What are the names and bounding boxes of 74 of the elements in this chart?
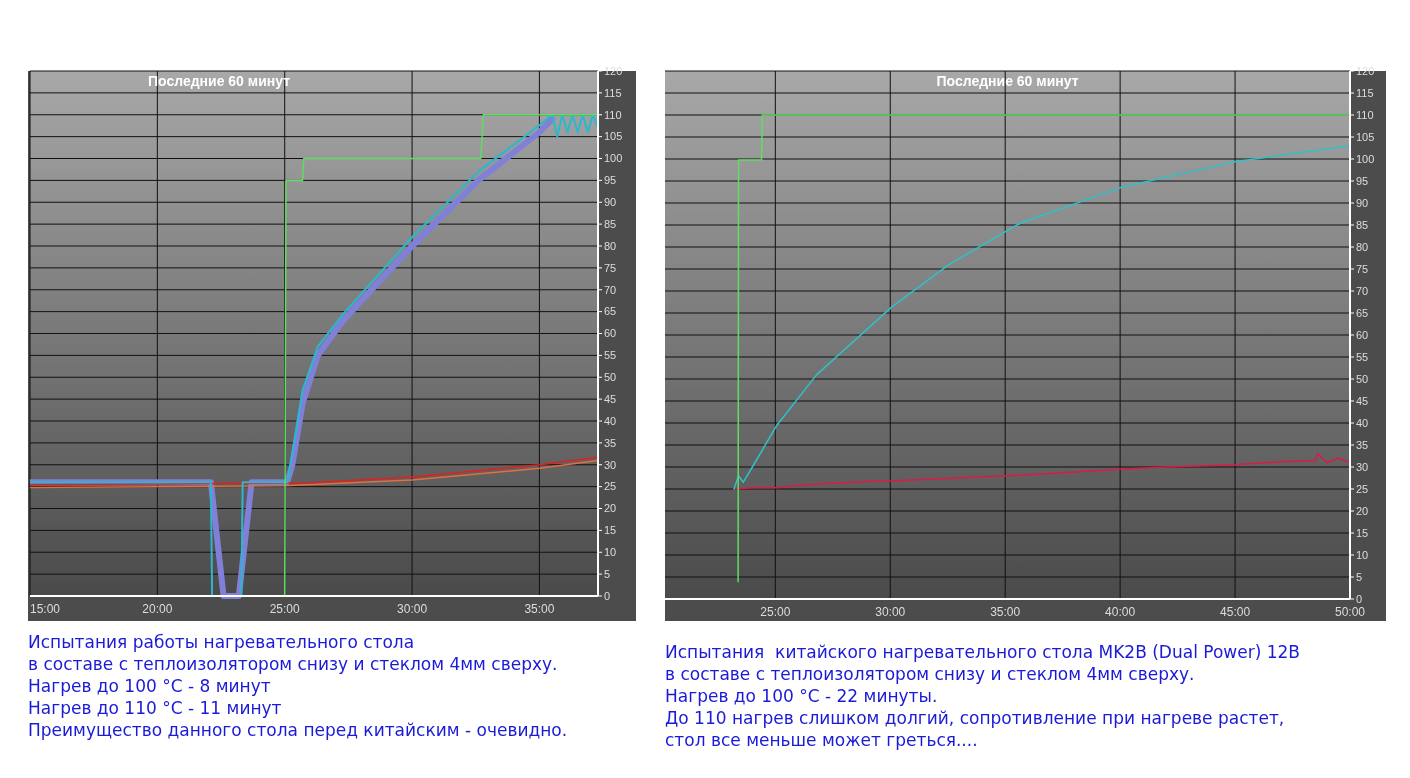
y-tick-label: 70 (1356, 284, 1369, 297)
y-tick-label: 40 (604, 414, 617, 427)
y-tick-label: 25 (1356, 482, 1369, 495)
y-tick-label: 0 (604, 589, 611, 602)
y-tick-label: 80 (604, 239, 617, 252)
y-tick-label: 110 (1356, 108, 1374, 121)
text: Испытания работы нагревательного стола (28, 632, 415, 652)
y-tick-label: 120 (604, 64, 623, 77)
y-tick-label: 30 (604, 458, 617, 471)
y-tick-label: 80 (1356, 240, 1369, 253)
y-tick-label: 65 (604, 305, 617, 318)
text: До 110 нагрев слишком долгий, сопротивление при нагреве растет, (665, 708, 1285, 728)
y-tick-label: 90 (1356, 196, 1369, 209)
y-tick-label: 45 (1356, 394, 1369, 407)
y-tick-label: 5 (604, 567, 611, 580)
x-tick-label: 20:00 (142, 602, 173, 616)
text: в составе с теплоизолятором снизу и стеклом 4мм сверху. (665, 664, 1195, 684)
y-tick-label: 20 (1356, 504, 1369, 517)
y-tick-label: 55 (1356, 350, 1369, 363)
y-tick-label: 60 (604, 327, 617, 340)
y-tick-label: 5 (1356, 570, 1363, 583)
line-series (733, 145, 1350, 490)
y-tick-label: 100 (1356, 152, 1375, 165)
text: Испытания китайского нагревательного стола MK2B (Dual Power) 12В (665, 642, 1301, 662)
x-tick-label: 25:00 (760, 605, 791, 619)
y-tick-label: 40 (1356, 416, 1369, 429)
y-tick-label: 95 (604, 174, 617, 187)
y-tick-label: 85 (1356, 218, 1369, 231)
y-tick-label: 90 (604, 196, 617, 209)
x-tick-label: 35:00 (990, 605, 1021, 619)
text: Преимущество данного стола перед китайским - очевидно. (28, 720, 568, 740)
y-tick-label: 35 (604, 436, 617, 449)
y-tick-label: 95 (1356, 174, 1369, 187)
x-tick-label: 45:00 (1220, 605, 1251, 619)
y-tick-label: 45 (604, 392, 617, 405)
y-tick-label: 75 (604, 261, 617, 274)
line-series (283, 114, 598, 597)
y-tick-label: 50 (1356, 372, 1369, 385)
text: в составе с теплоизолятором снизу и стеклом 4мм сверху. (28, 654, 558, 674)
line-series (733, 453, 1350, 490)
y-tick-label: 100 (604, 152, 623, 165)
x-tick-label: 25:00 (269, 602, 301, 616)
y-tick-label: 30 (1356, 460, 1369, 473)
text: стол все меньше может греться.... (665, 730, 978, 750)
y-tick-label: 10 (604, 546, 617, 559)
y-tick-label: 65 (1356, 306, 1369, 319)
y-tick-label: 0 (1356, 592, 1363, 605)
y-tick-label: 15 (1356, 526, 1369, 539)
x-tick-label: 35:00 (524, 602, 555, 616)
y-tick-label: 105 (1356, 130, 1375, 143)
y-tick-label: 85 (604, 217, 617, 230)
y-tick-label: 110 (604, 108, 622, 121)
x-tick-label: 30:00 (875, 605, 906, 619)
y-tick-label: 120 (1356, 64, 1375, 77)
x-tick-label: 40:00 (1105, 605, 1136, 619)
text: Нагрев до 100 °C - 22 минуты. (665, 686, 938, 706)
x-tick-label: 30:00 (397, 602, 428, 616)
y-tick-label: 35 (1356, 438, 1369, 451)
y-tick-label: 60 (1356, 328, 1369, 341)
y-tick-label: 25 (604, 480, 617, 493)
y-tick-label: 115 (604, 86, 622, 99)
x-tick-label: 50:00 (1334, 605, 1366, 619)
y-tick-label: 10 (1356, 548, 1369, 561)
x-tick-label: 15:00 (30, 602, 61, 616)
y-tick-label: 75 (1356, 262, 1369, 275)
y-tick-label: 55 (604, 349, 617, 362)
y-tick-label: 20 (604, 502, 617, 515)
y-tick-label: 105 (604, 130, 623, 143)
text: Нагрев до 100 °C - 8 минут (28, 676, 271, 696)
y-tick-label: 15 (604, 524, 617, 537)
y-tick-label: 70 (604, 283, 617, 296)
text: Нагрев до 110 °C - 11 минут (28, 698, 282, 718)
y-tick-label: 115 (1356, 86, 1374, 99)
y-tick-label: 50 (604, 371, 617, 384)
